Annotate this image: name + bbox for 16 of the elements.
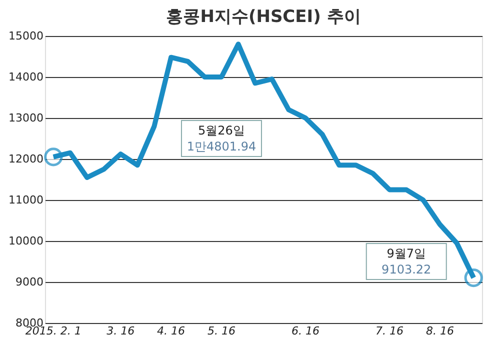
chart-title: 홍콩H지수(HSCEI) 추이: [166, 7, 361, 27]
x-tick-label: 5. 16: [207, 324, 236, 338]
y-tick-label: 15000: [8, 30, 44, 42]
x-tick-label: 6. 16: [292, 324, 320, 338]
x-tick-label: 4. 16: [157, 324, 186, 338]
y-tick-label: 12000: [8, 152, 44, 166]
annotation: 9월7일 9103.22: [382, 246, 432, 276]
annotation: 5월26일 1만4801.94: [186, 124, 256, 154]
x-tick-label: 7. 16: [376, 324, 404, 338]
y-tick-label: 13000: [8, 112, 44, 124]
y-tick-label: 14000: [8, 70, 44, 84]
y-tick-label: 10000: [8, 234, 44, 248]
y-tick-label: 11000: [8, 194, 44, 206]
x-tick-label: 8. 16: [426, 324, 454, 338]
x-tick-label: 3. 16: [106, 324, 135, 338]
y-tick-label: 9000: [16, 276, 44, 288]
